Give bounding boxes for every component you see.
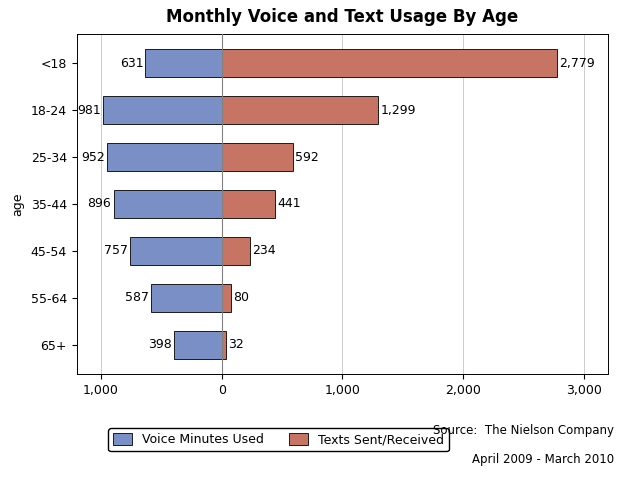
Bar [173, 331, 221, 359]
Text: 441: 441 [277, 197, 301, 211]
Legend: Voice Minutes Used, Texts Sent/Received: Voice Minutes Used, Texts Sent/Received [108, 428, 449, 451]
Text: 981: 981 [77, 104, 101, 117]
Bar [151, 284, 221, 312]
Bar [221, 49, 557, 77]
Bar [221, 331, 225, 359]
Text: 2,779: 2,779 [559, 57, 595, 70]
Text: Source:  The Nielson Company: Source: The Nielson Company [433, 424, 614, 437]
Bar [107, 143, 221, 171]
Text: 1,299: 1,299 [381, 104, 416, 117]
Y-axis label: age: age [11, 192, 24, 216]
Bar [103, 96, 221, 124]
Title: Monthly Voice and Text Usage By Age: Monthly Voice and Text Usage By Age [166, 9, 518, 26]
Bar [221, 96, 378, 124]
Text: April 2009 - March 2010: April 2009 - March 2010 [472, 453, 614, 466]
Bar [131, 237, 221, 265]
Text: 234: 234 [252, 244, 276, 257]
Text: 631: 631 [120, 57, 143, 70]
Text: 398: 398 [148, 338, 172, 351]
Text: 757: 757 [104, 244, 128, 257]
Text: 592: 592 [295, 151, 319, 164]
Bar [113, 190, 221, 218]
Text: 952: 952 [81, 151, 104, 164]
Bar [145, 49, 221, 77]
Text: 896: 896 [88, 197, 111, 211]
Bar [221, 190, 275, 218]
Bar [221, 143, 293, 171]
Text: 587: 587 [125, 291, 148, 304]
Text: 32: 32 [228, 338, 243, 351]
Bar [221, 237, 250, 265]
Text: 80: 80 [234, 291, 250, 304]
Bar [221, 284, 231, 312]
